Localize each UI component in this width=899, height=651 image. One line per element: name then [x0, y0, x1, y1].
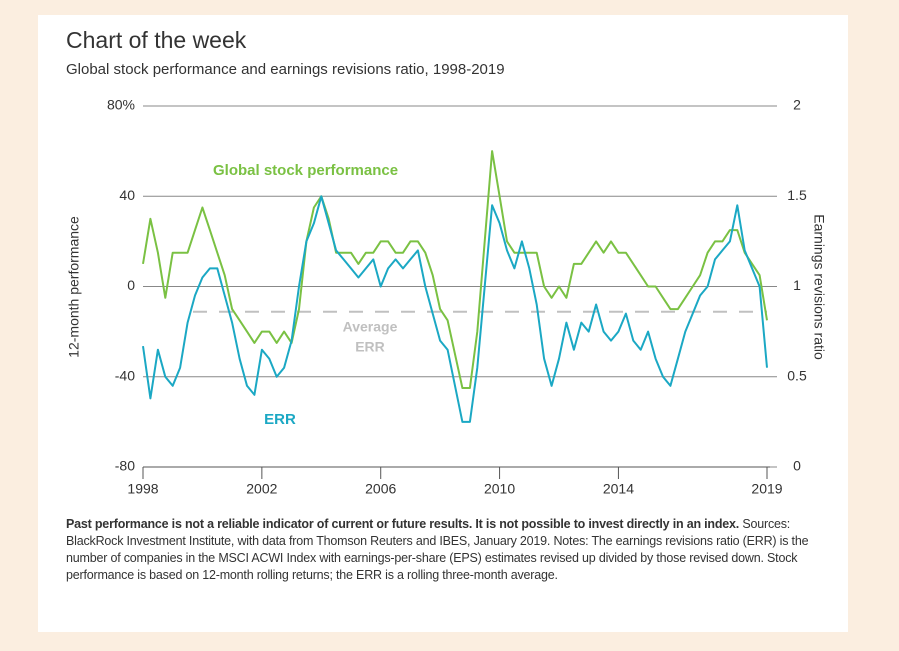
footnote-bold: Past performance is not a reliable indic… — [66, 517, 740, 531]
average-label: Average — [343, 318, 398, 334]
series-line — [142, 150, 768, 389]
y-tick-label: -40 — [115, 367, 135, 383]
series-label: Global stock performance — [213, 162, 398, 179]
x-tick-label: 2006 — [365, 481, 396, 497]
x-tick-label: 2010 — [484, 481, 515, 497]
y2-tick-label: 0.5 — [787, 367, 807, 383]
x-tick-label: 2014 — [603, 481, 634, 497]
y-tick-label: -80 — [115, 458, 135, 474]
y2-axis-title: Earnings revisions ratio — [811, 214, 827, 360]
y-tick-label: 0 — [127, 277, 135, 293]
y2-tick-label: 1 — [793, 277, 801, 293]
x-tick-label: 2019 — [751, 481, 782, 497]
y-tick-label: 80% — [107, 97, 135, 113]
footnote-text: Sources: BlackRock Investment Institute,… — [66, 517, 809, 582]
card — [38, 15, 848, 632]
chart-title: Chart of the week — [66, 27, 247, 53]
x-tick-label: 1998 — [127, 481, 158, 497]
average-label: ERR — [355, 338, 385, 354]
x-tick-label: 2002 — [246, 481, 277, 497]
y-tick-label: 40 — [119, 187, 135, 203]
y-axis-title: 12-month performance — [66, 216, 82, 358]
chart: Chart of the week Global stock performan… — [66, 27, 828, 497]
y2-tick-label: 0 — [793, 458, 801, 474]
footnote: Past performance is not a reliable indic… — [66, 516, 826, 584]
series-line — [142, 195, 768, 423]
chart-subtitle: Global stock performance and earnings re… — [66, 61, 505, 78]
series-label: ERR — [264, 411, 296, 428]
y2-tick-label: 1.5 — [787, 187, 807, 203]
y2-tick-label: 2 — [793, 97, 801, 113]
